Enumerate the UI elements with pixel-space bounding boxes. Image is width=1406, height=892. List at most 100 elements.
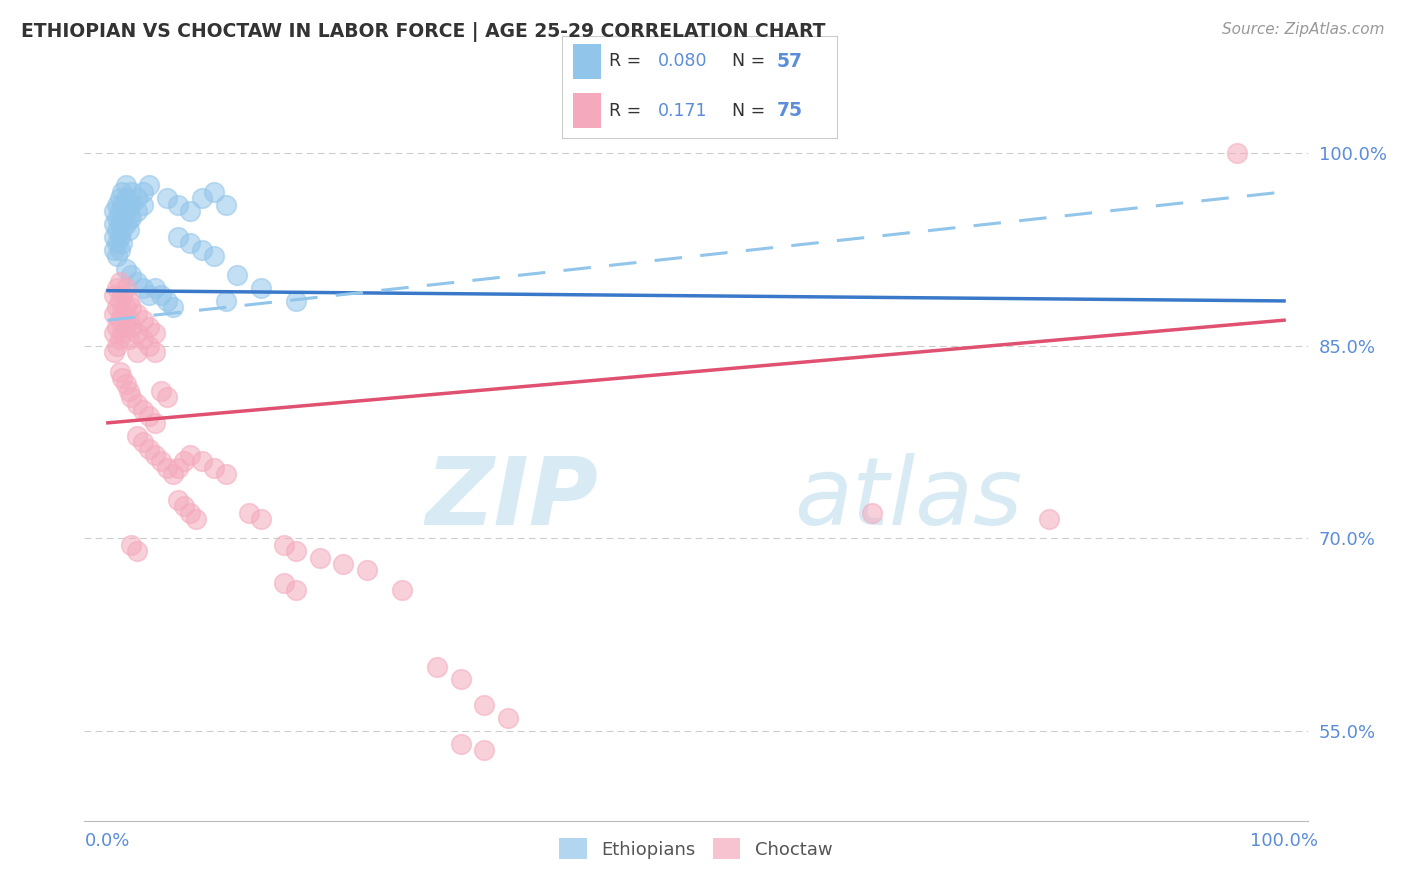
Point bbox=[202, 460, 225, 475]
Point bbox=[143, 448, 166, 462]
Point bbox=[120, 301, 142, 315]
Point bbox=[156, 191, 179, 205]
Point bbox=[108, 243, 131, 257]
Text: Source: ZipAtlas.com: Source: ZipAtlas.com bbox=[1222, 22, 1385, 37]
Point bbox=[285, 293, 308, 308]
Point bbox=[105, 211, 128, 225]
Point bbox=[167, 229, 190, 244]
Point bbox=[356, 563, 378, 577]
Point bbox=[108, 293, 131, 308]
Point bbox=[132, 313, 155, 327]
Point bbox=[191, 454, 214, 468]
Point bbox=[149, 454, 172, 468]
Point bbox=[111, 236, 134, 251]
Bar bbox=[574, 93, 600, 128]
Point bbox=[132, 403, 155, 417]
Point bbox=[120, 538, 142, 552]
Text: N =: N = bbox=[733, 102, 770, 120]
Point bbox=[103, 287, 125, 301]
Point bbox=[167, 460, 190, 475]
Point bbox=[214, 197, 236, 211]
Point bbox=[179, 506, 201, 520]
Point bbox=[179, 448, 201, 462]
Point bbox=[127, 204, 149, 219]
Point bbox=[156, 460, 179, 475]
Point bbox=[108, 333, 131, 347]
Point bbox=[127, 191, 149, 205]
Point bbox=[179, 204, 201, 219]
Point bbox=[103, 345, 125, 359]
Text: N =: N = bbox=[733, 53, 770, 70]
Point bbox=[1038, 512, 1060, 526]
Point bbox=[1226, 146, 1249, 161]
Point bbox=[173, 454, 195, 468]
Point bbox=[103, 217, 125, 231]
Point bbox=[450, 673, 472, 687]
Point bbox=[143, 326, 166, 340]
Point bbox=[273, 538, 295, 552]
Point bbox=[114, 281, 136, 295]
Point bbox=[138, 178, 160, 193]
Point bbox=[167, 197, 190, 211]
Point bbox=[108, 217, 131, 231]
Point bbox=[114, 204, 136, 219]
Point bbox=[496, 711, 519, 725]
Point bbox=[114, 217, 136, 231]
Point bbox=[105, 281, 128, 295]
Point bbox=[226, 268, 249, 283]
Point bbox=[332, 557, 354, 571]
Point bbox=[114, 301, 136, 315]
Point bbox=[105, 319, 128, 334]
Point bbox=[111, 223, 134, 237]
Point bbox=[173, 500, 195, 514]
Point bbox=[108, 313, 131, 327]
Point bbox=[138, 409, 160, 424]
Point bbox=[138, 287, 160, 301]
Text: R =: R = bbox=[609, 102, 652, 120]
Point bbox=[214, 293, 236, 308]
Point bbox=[111, 185, 134, 199]
Point bbox=[132, 281, 155, 295]
Point bbox=[108, 229, 131, 244]
Point bbox=[127, 544, 149, 558]
Point bbox=[111, 197, 134, 211]
Point bbox=[149, 287, 172, 301]
Point bbox=[127, 326, 149, 340]
Point bbox=[132, 333, 155, 347]
Point bbox=[120, 268, 142, 283]
Point bbox=[162, 301, 184, 315]
Point bbox=[450, 737, 472, 751]
Point bbox=[118, 333, 141, 347]
Point bbox=[120, 211, 142, 225]
Point bbox=[143, 345, 166, 359]
Point bbox=[111, 211, 134, 225]
Point bbox=[143, 281, 166, 295]
Point bbox=[191, 243, 214, 257]
Point bbox=[143, 416, 166, 430]
Point bbox=[472, 698, 495, 713]
Point bbox=[114, 319, 136, 334]
Point bbox=[105, 236, 128, 251]
Point bbox=[114, 377, 136, 392]
Point bbox=[285, 582, 308, 597]
Point bbox=[111, 287, 134, 301]
Point bbox=[249, 281, 271, 295]
Point bbox=[111, 326, 134, 340]
Point bbox=[111, 307, 134, 321]
Point bbox=[238, 506, 260, 520]
Point bbox=[426, 659, 449, 673]
Point bbox=[103, 243, 125, 257]
Point bbox=[308, 550, 330, 565]
Point bbox=[127, 428, 149, 442]
Point bbox=[118, 223, 141, 237]
Text: 57: 57 bbox=[776, 52, 803, 70]
Point bbox=[118, 211, 141, 225]
Point bbox=[103, 307, 125, 321]
Point bbox=[103, 229, 125, 244]
Point bbox=[184, 512, 207, 526]
Point bbox=[108, 364, 131, 378]
Point bbox=[114, 178, 136, 193]
Point bbox=[103, 204, 125, 219]
Point bbox=[118, 313, 141, 327]
Point bbox=[120, 197, 142, 211]
